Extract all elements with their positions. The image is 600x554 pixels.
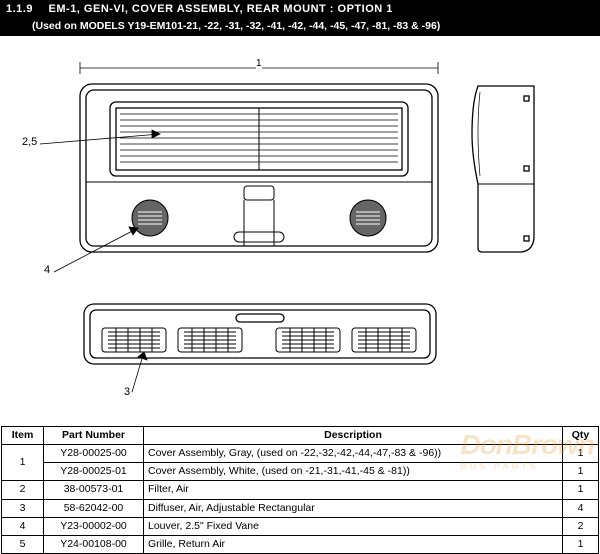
cell-desc: Louver, 2.5" Fixed Vane	[144, 517, 563, 535]
callout-3: 3	[124, 386, 130, 398]
drawing-svg	[0, 36, 600, 426]
table-row: 1 Y28-00025-00 Cover Assembly, Gray, (us…	[2, 445, 599, 463]
dimension-1-label: 1	[256, 58, 262, 69]
table-row: 2 38-00573-01 Filter, Air 1	[2, 481, 599, 499]
cell-qty: 4	[563, 499, 599, 517]
cell-pn: Y28-00025-00	[44, 445, 144, 463]
th-qty: Qty	[563, 427, 599, 445]
cell-pn: 58-62042-00	[44, 499, 144, 517]
th-item: Item	[2, 427, 44, 445]
cell-item: 2	[2, 481, 44, 499]
table-row: Y28-00025-01 Cover Assembly, White, (use…	[2, 463, 599, 481]
cell-item: 5	[2, 535, 44, 553]
cell-pn: 38-00573-01	[44, 481, 144, 499]
cell-desc: Grille, Return Air	[144, 535, 563, 553]
cell-item: 1	[2, 445, 44, 481]
technical-drawing: 1 2,5 4 3	[0, 36, 600, 426]
section-number: 1.1.9	[6, 3, 33, 15]
cell-item: 3	[2, 499, 44, 517]
cell-item: 4	[2, 517, 44, 535]
cell-qty: 1	[563, 445, 599, 463]
cell-qty: 2	[563, 517, 599, 535]
table-row: 5 Y24-00108-00 Grille, Return Air 1	[2, 535, 599, 553]
cell-qty: 1	[563, 463, 599, 481]
table-row: 4 Y23-00002-00 Louver, 2.5" Fixed Vane 2	[2, 517, 599, 535]
cell-pn: Y28-00025-01	[44, 463, 144, 481]
cell-pn: Y24-00108-00	[44, 535, 144, 553]
page-title: EM-1, GEN-VI, COVER ASSEMBLY, REAR MOUNT…	[49, 3, 393, 15]
table-row: 3 58-62042-00 Diffuser, Air, Adjustable …	[2, 499, 599, 517]
cell-desc: Filter, Air	[144, 481, 563, 499]
cell-qty: 1	[563, 535, 599, 553]
cell-desc: Cover Assembly, Gray, (used on -22,-32,-…	[144, 445, 563, 463]
cell-pn: Y23-00002-00	[44, 517, 144, 535]
th-pn: Part Number	[44, 427, 144, 445]
table-header-row: Item Part Number Description Qty	[2, 427, 599, 445]
callout-2-5: 2,5	[22, 136, 37, 148]
callout-4: 4	[44, 264, 50, 276]
parts-table: Item Part Number Description Qty 1 Y28-0…	[1, 426, 599, 554]
cell-desc: Diffuser, Air, Adjustable Rectangular	[144, 499, 563, 517]
cell-desc: Cover Assembly, White, (used on -21,-31,…	[144, 463, 563, 481]
page-header: 1.1.9 EM-1, GEN-VI, COVER ASSEMBLY, REAR…	[0, 0, 600, 18]
cell-qty: 1	[563, 481, 599, 499]
page-subtitle: (Used on MODELS Y19-EM101-21, -22, -31, …	[0, 18, 600, 36]
th-desc: Description	[144, 427, 563, 445]
